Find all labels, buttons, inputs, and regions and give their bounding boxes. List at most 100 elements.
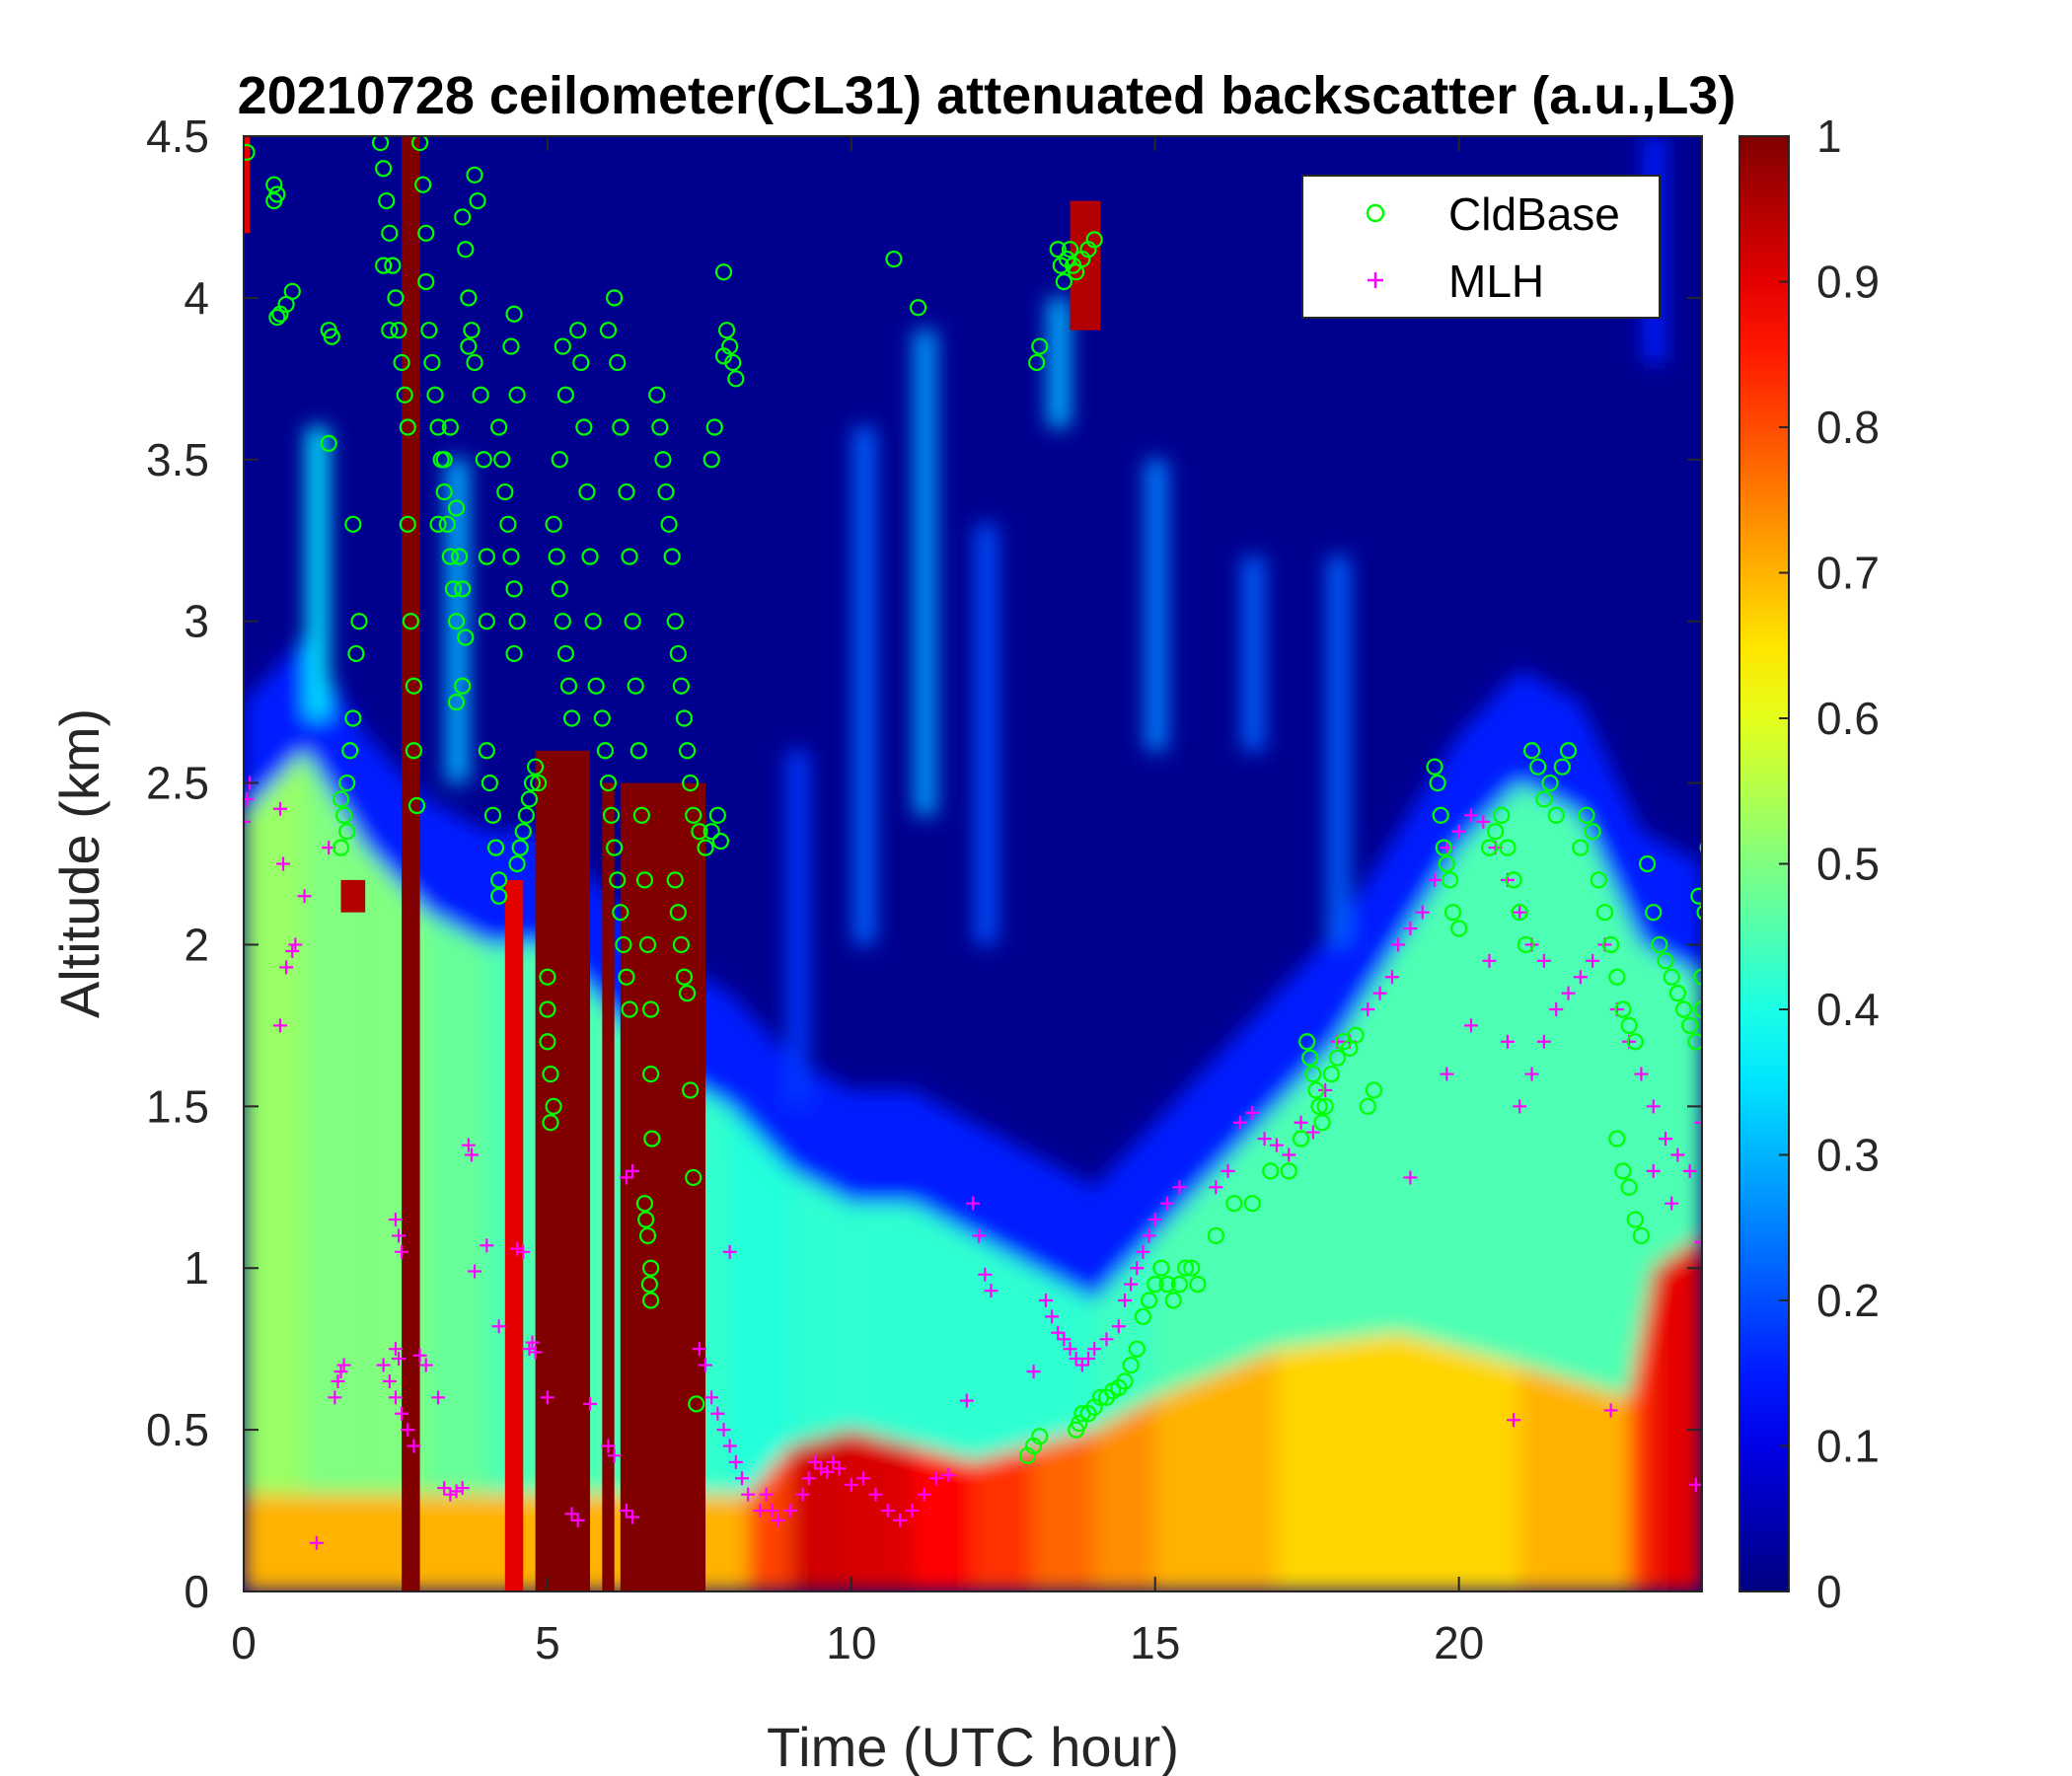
mlh-point bbox=[272, 801, 287, 816]
cldbase-point bbox=[499, 515, 517, 533]
cldbase-point bbox=[1152, 1259, 1170, 1277]
mlh-point bbox=[1074, 1358, 1089, 1372]
cldbase-point bbox=[581, 548, 599, 565]
cldbase-point bbox=[551, 580, 568, 598]
cldbase-point bbox=[606, 289, 624, 307]
cldbase-point bbox=[381, 322, 399, 339]
cldbase-point bbox=[344, 515, 362, 533]
cldbase-point bbox=[502, 548, 520, 565]
mlh-point bbox=[856, 1471, 871, 1486]
cldbase-point bbox=[1313, 1114, 1331, 1132]
mlh-point bbox=[279, 960, 294, 975]
cldbase-point bbox=[885, 250, 903, 268]
mlh-point bbox=[382, 1373, 397, 1388]
cldbase-point bbox=[669, 644, 687, 663]
mlh-point bbox=[1463, 808, 1478, 823]
legend-mlh-marker bbox=[1368, 272, 1383, 288]
cldbase-point bbox=[417, 272, 435, 291]
cldbase-point bbox=[654, 451, 672, 469]
mlh-point bbox=[1269, 1138, 1284, 1152]
cldbase-point bbox=[642, 1065, 660, 1083]
cldbase-point bbox=[635, 871, 654, 889]
cldbase-point bbox=[1158, 1276, 1176, 1294]
cldbase-point bbox=[472, 386, 489, 404]
cldbase-point bbox=[505, 580, 523, 598]
mlh-point bbox=[276, 856, 291, 871]
cldbase-point bbox=[587, 677, 605, 695]
aerosol-plume bbox=[853, 427, 876, 945]
cldbase-point bbox=[1693, 968, 1702, 986]
cldbase-point bbox=[1690, 887, 1702, 905]
cldbase-point bbox=[420, 322, 438, 339]
cldbase-point bbox=[635, 1195, 654, 1213]
mlh-point bbox=[814, 1461, 829, 1476]
cldbase-point bbox=[1626, 1033, 1644, 1051]
cldbase-point bbox=[629, 742, 647, 760]
cldbase-point bbox=[323, 328, 340, 345]
aerosol-plume bbox=[1242, 556, 1265, 751]
cldbase-point bbox=[1147, 1276, 1164, 1294]
mlh-point bbox=[1384, 970, 1399, 985]
mlh-point bbox=[437, 1481, 452, 1496]
cldbase-point bbox=[1657, 952, 1674, 970]
mlh-point bbox=[1513, 1099, 1527, 1114]
surface-layer-band bbox=[1629, 1268, 1654, 1591]
mlh-point bbox=[1513, 905, 1527, 920]
cldbase-point bbox=[551, 451, 568, 469]
mlh-point bbox=[1038, 1294, 1053, 1307]
cldbase-point bbox=[1559, 742, 1578, 760]
cldbase-point bbox=[542, 1114, 559, 1132]
cldbase-point bbox=[618, 968, 635, 986]
mlh-point bbox=[941, 1468, 956, 1482]
mlh-point bbox=[1087, 1342, 1102, 1357]
mlh-point bbox=[443, 1487, 458, 1502]
cldbase-point bbox=[1638, 854, 1657, 873]
cldbase-point bbox=[338, 774, 356, 792]
cldbase-point bbox=[341, 742, 359, 760]
cldbase-point bbox=[612, 904, 629, 922]
mlh-point bbox=[272, 1018, 287, 1033]
cldbase-point bbox=[1529, 758, 1547, 776]
mlh-point bbox=[771, 1513, 785, 1527]
colorbar-tick-label: 1 bbox=[1816, 111, 1842, 162]
cldbase-point bbox=[556, 644, 574, 663]
mlh-markers bbox=[244, 776, 1702, 1550]
mlh-point bbox=[795, 1487, 810, 1502]
mlh-point bbox=[626, 1163, 640, 1178]
mlh-point bbox=[722, 1439, 737, 1453]
cldbase-point bbox=[375, 257, 393, 274]
cloud-column bbox=[602, 782, 615, 1591]
cldbase-point bbox=[606, 839, 624, 856]
cldbase-point bbox=[320, 434, 337, 452]
cldbase-point bbox=[1071, 1414, 1088, 1433]
mlh-point bbox=[728, 1454, 743, 1469]
mlh-point bbox=[692, 1342, 706, 1357]
cldbase-point bbox=[1614, 1000, 1632, 1018]
mlh-point bbox=[1688, 1477, 1702, 1492]
aerosol-plume bbox=[1048, 297, 1071, 427]
mlh-point bbox=[1160, 1196, 1175, 1211]
mlh-point bbox=[392, 1228, 407, 1243]
mlh-point bbox=[455, 1481, 470, 1496]
cldbase-point bbox=[637, 1211, 655, 1228]
cldbase-point bbox=[1505, 871, 1522, 889]
cldbase-point bbox=[399, 418, 416, 436]
mlh-point bbox=[564, 1507, 579, 1521]
cldbase-point bbox=[478, 742, 495, 760]
cldbase-point bbox=[496, 482, 514, 501]
mlh-point bbox=[1695, 1115, 1702, 1130]
cloud-column bbox=[340, 879, 366, 913]
cldbase-point bbox=[417, 224, 435, 242]
cldbase-point bbox=[1696, 904, 1702, 921]
cldbase-point bbox=[1547, 806, 1565, 824]
cldbase-point bbox=[596, 742, 615, 760]
cldbase-point bbox=[657, 482, 675, 501]
colorbar-tick-label: 0.2 bbox=[1816, 1275, 1880, 1326]
surface-layer-band bbox=[748, 1445, 791, 1591]
cldbase-point bbox=[517, 806, 535, 824]
cldbase-point bbox=[1626, 1211, 1644, 1228]
mlh-point bbox=[1117, 1294, 1132, 1307]
mlh-point bbox=[540, 1390, 555, 1405]
mlh-point bbox=[1361, 1002, 1375, 1016]
mlh-point bbox=[1603, 1403, 1618, 1418]
